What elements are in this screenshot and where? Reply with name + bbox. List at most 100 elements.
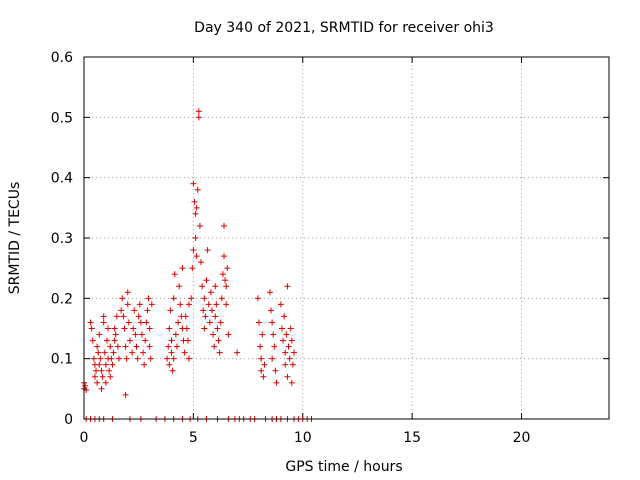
y-axis-label: SRMTID / TECUs (7, 182, 23, 295)
data-point (147, 355, 154, 362)
data-point (141, 361, 148, 368)
data-point (283, 331, 290, 338)
data-point (257, 343, 264, 350)
data-point (190, 180, 197, 187)
data-point (281, 313, 288, 320)
data-point (166, 361, 173, 368)
data-point (170, 355, 177, 362)
data-point (146, 325, 153, 332)
data-point (218, 295, 225, 302)
data-point (186, 355, 192, 362)
data-point (166, 325, 173, 332)
data-point (284, 283, 291, 290)
data-point (259, 331, 266, 338)
data-point (145, 295, 152, 302)
data-point (116, 355, 122, 362)
data-point (201, 325, 208, 332)
data-point (164, 355, 171, 362)
data-point (261, 361, 268, 368)
data-point (198, 259, 205, 266)
data-point (204, 247, 211, 254)
data-point (111, 337, 118, 344)
data-point (206, 319, 213, 326)
data-point (254, 295, 261, 302)
data-point (90, 355, 97, 362)
y-tick-label: 0.3 (51, 231, 73, 247)
data-point (190, 247, 197, 254)
data-point (111, 325, 118, 332)
data-point (100, 313, 107, 320)
data-point (138, 331, 145, 338)
data-point (122, 391, 129, 398)
data-point (266, 289, 273, 296)
data-point (130, 325, 137, 332)
data-point (196, 222, 203, 229)
data-point (284, 373, 291, 380)
data-point (213, 301, 220, 308)
data-point (96, 361, 103, 368)
data-point (286, 355, 293, 362)
data-point (146, 343, 153, 350)
data-point (96, 331, 103, 338)
data-point (285, 343, 292, 350)
data-point (87, 319, 94, 326)
data-point (176, 283, 183, 290)
data-point (216, 349, 223, 356)
data-point (287, 325, 294, 332)
data-point (282, 349, 289, 356)
data-point (95, 349, 102, 356)
data-point (134, 355, 141, 362)
data-point (93, 367, 100, 374)
y-tick-label: 0.5 (51, 110, 73, 126)
data-point (101, 349, 108, 356)
data-point (189, 265, 196, 272)
data-point (186, 301, 192, 308)
data-point (289, 361, 296, 368)
data-point (169, 367, 176, 374)
data-point (98, 385, 105, 392)
data-point (223, 283, 230, 290)
data-point (291, 349, 297, 356)
data-point (94, 343, 101, 350)
data-point (278, 325, 285, 332)
data-point (225, 331, 232, 338)
data-point (212, 283, 219, 290)
grid-lines (84, 57, 609, 419)
data-point (258, 355, 265, 362)
data-point (268, 307, 275, 314)
data-point (165, 343, 172, 350)
data-point (126, 337, 133, 344)
data-point (142, 337, 149, 344)
data-point (202, 313, 209, 320)
data-point (193, 253, 200, 260)
y-tick-label: 0.2 (51, 291, 73, 307)
data-point (120, 313, 127, 320)
x-axis-label: GPS time / hours (285, 459, 402, 475)
x-tick-label: 0 (80, 430, 89, 446)
x-tick-label: 5 (189, 430, 198, 446)
data-point (113, 313, 120, 320)
data-point (132, 331, 139, 338)
data-point (119, 295, 126, 302)
data-point (91, 373, 98, 380)
data-point (148, 301, 155, 308)
data-point (221, 253, 227, 260)
data-point (123, 355, 130, 362)
data-point (219, 271, 226, 278)
data-point (191, 198, 198, 205)
data-point (223, 301, 230, 308)
data-point (168, 349, 175, 356)
data-point (168, 337, 175, 344)
data-point (137, 319, 144, 326)
data-point (188, 295, 195, 302)
data-point (133, 343, 140, 350)
data-point (107, 373, 114, 380)
data-point (103, 337, 110, 344)
data-point (288, 337, 295, 344)
chart-title: Day 340 of 2021, SRMTID for receiver ohi… (194, 20, 494, 36)
data-point (144, 307, 151, 314)
data-point (234, 349, 241, 356)
data-point (102, 361, 109, 368)
x-tick-label: 15 (403, 430, 421, 446)
data-point (105, 325, 112, 332)
